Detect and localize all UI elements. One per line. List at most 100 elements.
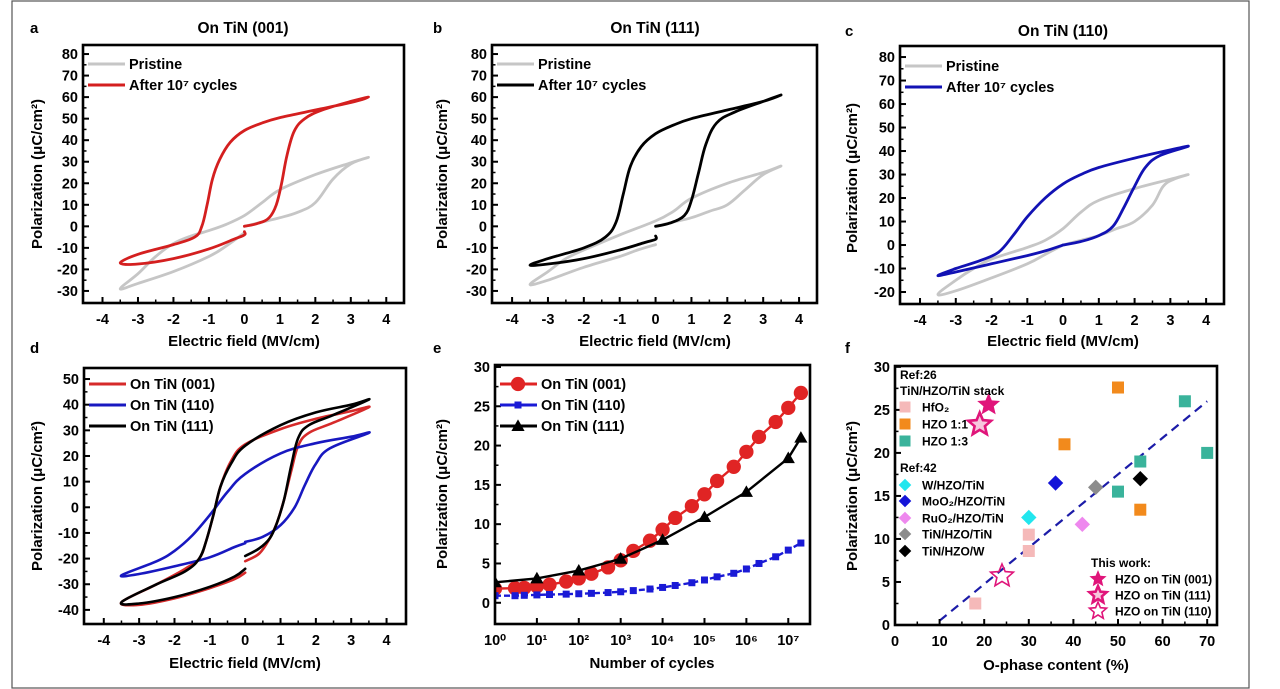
data-point xyxy=(617,588,625,596)
figure-border xyxy=(11,0,1250,689)
x-axis-label: Electric field (MV/cm) xyxy=(987,333,1139,350)
legend-label: Pristine xyxy=(946,59,999,75)
x-tick-label: -2 xyxy=(985,313,998,329)
x-tick-label: 4 xyxy=(795,312,803,328)
data-point xyxy=(784,546,792,554)
fit-line xyxy=(938,400,1208,622)
x-tick-label: 20 xyxy=(976,634,992,650)
legend-entry xyxy=(898,544,912,558)
y-tick-label: 50 xyxy=(62,112,78,128)
data-point xyxy=(1132,471,1148,487)
legend-marker xyxy=(898,544,912,558)
data-point xyxy=(572,563,586,576)
series-line-2 xyxy=(495,437,802,584)
chart-title: On TiN (110) xyxy=(1018,23,1108,40)
data-point xyxy=(739,444,754,460)
y-tick-label: 60 xyxy=(62,90,78,106)
x-tick-label: -2 xyxy=(577,312,590,328)
data-point xyxy=(542,577,557,592)
legend-label: On TiN (110) xyxy=(541,398,626,414)
hysteresis-loop-0 xyxy=(528,164,783,287)
legend-group-title: Ref:26 xyxy=(900,368,937,382)
x-tick-label: -2 xyxy=(167,312,180,328)
plot-area xyxy=(938,381,1214,622)
plot-area xyxy=(495,385,809,600)
x-tick-label: -2 xyxy=(168,633,181,649)
x-tick-label: 0 xyxy=(1059,313,1067,329)
y-tick-label: 20 xyxy=(471,176,487,192)
legend-marker xyxy=(898,511,912,525)
y-tick-label: 20 xyxy=(62,176,78,192)
y-tick-label: 0 xyxy=(482,596,490,612)
legend-label: HfO₂ xyxy=(922,401,949,415)
data-point xyxy=(520,591,528,599)
y-tick-label: -20 xyxy=(58,552,79,568)
y-axis-label: Polarization (μC/cm²) xyxy=(844,103,861,253)
y-tick-label: 60 xyxy=(471,90,487,106)
y-tick-label: 0 xyxy=(882,618,890,634)
x-tick-label: 3 xyxy=(347,633,355,649)
y-axis-label: Polarization (μC/cm²) xyxy=(844,421,861,571)
x-tick-label: -3 xyxy=(542,312,555,328)
x-tick-label: 10 xyxy=(932,634,948,650)
y-tick-label: -10 xyxy=(57,241,78,257)
legend-marker xyxy=(510,376,526,392)
y-tick-label: 40 xyxy=(471,133,487,149)
y-tick-label: 30 xyxy=(471,155,487,171)
y-tick-label: -10 xyxy=(874,262,895,278)
legend-marker xyxy=(899,418,911,430)
y-tick-label: -10 xyxy=(466,241,487,257)
y-tick-label: -30 xyxy=(58,577,79,593)
x-axis-label: Number of cycles xyxy=(589,655,714,672)
y-tick-label: 40 xyxy=(879,144,895,160)
plot-frame xyxy=(493,363,812,626)
data-point xyxy=(1058,438,1071,451)
y-tick-label: 10 xyxy=(63,475,79,491)
legend-marker xyxy=(898,494,912,508)
plot-area xyxy=(528,93,783,287)
data-point xyxy=(768,414,783,430)
x-tick-label: 60 xyxy=(1155,634,1171,650)
legend-label: HZO on TiN (111) xyxy=(1115,589,1211,603)
data-point xyxy=(546,591,554,599)
hysteresis-loop-1 xyxy=(936,144,1190,278)
data-point xyxy=(587,589,595,597)
y-tick-label: 20 xyxy=(474,439,490,455)
legend-marker xyxy=(898,478,912,492)
x-tick-label: 4 xyxy=(1202,313,1210,329)
y-axis-label: Polarization (μC/cm²) xyxy=(434,419,451,569)
y-tick-label: 10 xyxy=(62,198,78,214)
legend-marker xyxy=(511,419,525,431)
x-tick-label: 10⁰ xyxy=(484,633,506,649)
legend-label: HZO on TiN (001) xyxy=(1115,573,1212,587)
plot-area xyxy=(936,144,1190,297)
data-point xyxy=(965,409,995,437)
data-point xyxy=(713,573,721,581)
y-tick-label: -30 xyxy=(466,284,487,300)
y-tick-label: -20 xyxy=(466,262,487,278)
y-tick-label: 25 xyxy=(874,403,890,419)
data-point xyxy=(604,589,612,597)
y-tick-label: -20 xyxy=(57,262,78,278)
data-point xyxy=(517,580,532,595)
data-point xyxy=(988,561,1016,588)
legend-label: On TiN (110) xyxy=(130,398,215,414)
legend-entry xyxy=(500,401,537,409)
y-tick-label: 10 xyxy=(471,198,487,214)
legend-marker xyxy=(899,401,911,413)
x-axis-label: O-phase content (%) xyxy=(983,657,1129,674)
legend-entry xyxy=(899,435,911,447)
y-tick-label: 5 xyxy=(882,575,890,591)
data-point xyxy=(781,400,796,415)
data-point xyxy=(562,590,570,598)
legend-entry xyxy=(898,527,912,541)
legend-group-title: Ref:42 xyxy=(900,461,937,475)
x-tick-label: 10⁶ xyxy=(735,633,758,649)
data-point xyxy=(739,485,753,497)
data-point xyxy=(495,575,502,588)
x-tick-label: 3 xyxy=(759,312,767,328)
y-tick-label: 80 xyxy=(471,47,487,63)
data-point xyxy=(700,576,708,584)
data-point xyxy=(495,592,499,600)
panel-f xyxy=(893,364,1219,627)
